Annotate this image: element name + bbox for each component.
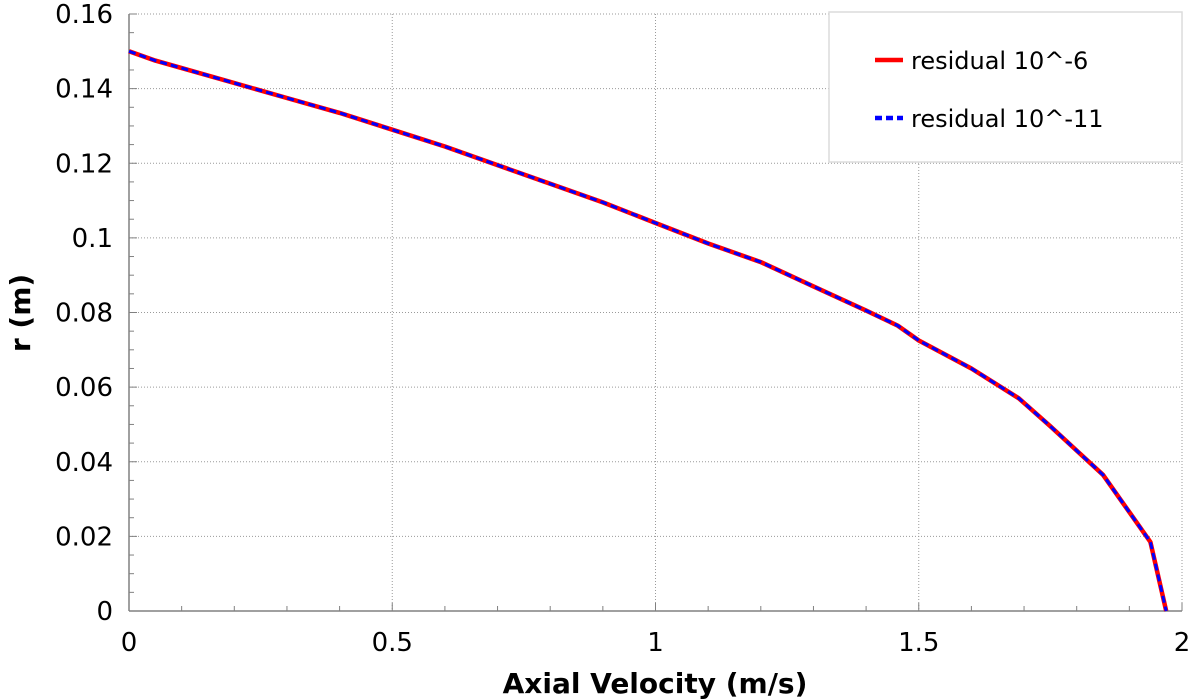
x-tick-label: 2: [1174, 628, 1191, 658]
x-axis-title: Axial Velocity (m/s): [503, 667, 808, 700]
y-tick-label: 0.1: [72, 224, 113, 254]
y-tick-label: 0.16: [55, 0, 113, 30]
y-axis-title: r (m): [4, 274, 37, 352]
legend: residual 10^-6 residual 10^-11: [828, 11, 1183, 163]
legend-label-residual-6: residual 10^-6: [911, 47, 1088, 75]
series-group: [128, 49, 1169, 612]
axes: [128, 13, 1183, 612]
y-tick-label: 0: [96, 597, 113, 627]
legend-label-residual-11: residual 10^-11: [911, 105, 1104, 133]
x-tick-label: 0.5: [372, 628, 413, 658]
y-tick-label: 0.06: [55, 373, 113, 403]
x-tick-label: 1: [647, 628, 664, 658]
y-tick-label: 0.08: [55, 299, 113, 329]
x-tick-label: 1.5: [898, 628, 939, 658]
y-tick-label: 0.14: [55, 75, 113, 105]
series-line-1: [128, 49, 1168, 612]
y-tick-label: 0.12: [55, 149, 113, 179]
y-tick-label: 0.04: [55, 448, 113, 478]
ticks: 0 0.5 1 1.5 2 0 0.02 0.04 0.06 0.08 0.1 0.12 0.14 0.1…: [55, 0, 1190, 658]
legend-box: [828, 11, 1183, 163]
x-tick-label: 0: [121, 628, 138, 658]
y-tick-label: 0.02: [55, 522, 113, 552]
